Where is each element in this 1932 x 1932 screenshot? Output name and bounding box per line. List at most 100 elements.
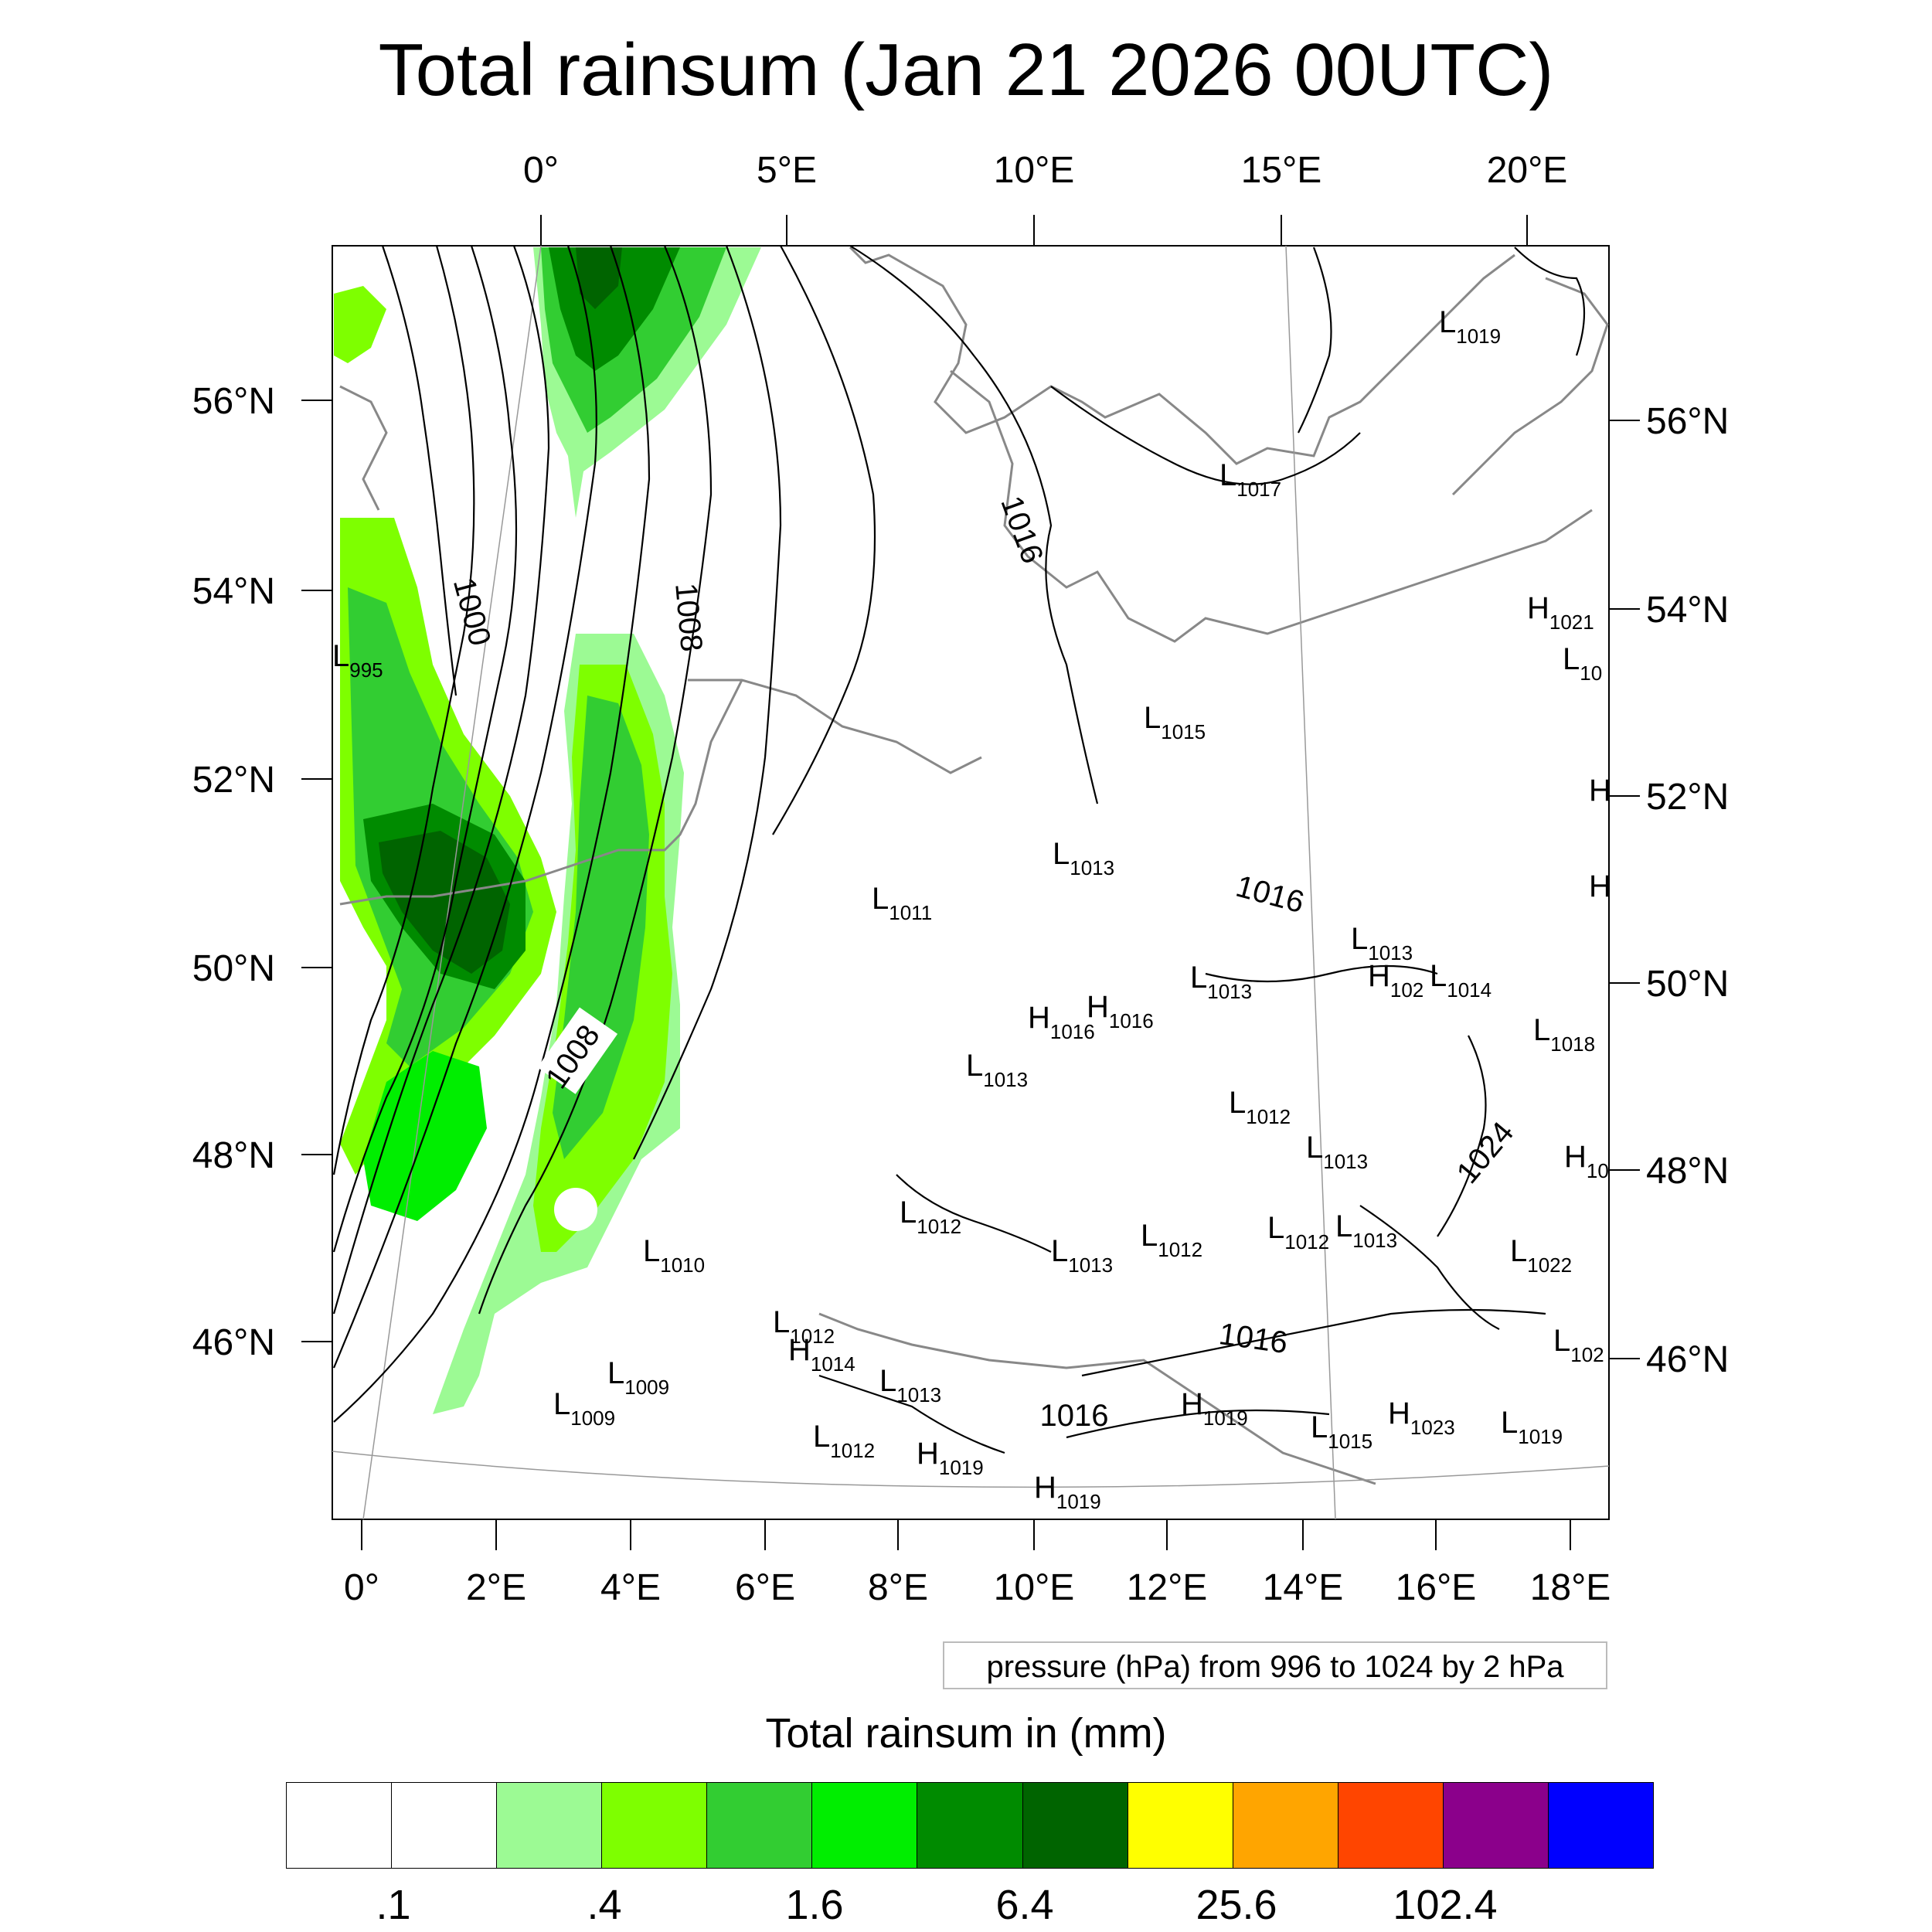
lon-label: 20°E [1487, 150, 1568, 191]
pressure-center-label: L1013 [879, 1364, 941, 1406]
pressure-center-label: L1015 [1311, 1410, 1372, 1453]
pressure-center-label: L1019 [1501, 1406, 1563, 1448]
lon-label: 10°E [994, 150, 1075, 191]
pressure-center-label: H10 [1564, 1140, 1609, 1182]
lon-label: 5°E [757, 150, 817, 191]
contour-label: 1008 [668, 582, 709, 653]
pressure-center-label: L1009 [553, 1387, 615, 1430]
lat-label: 52°N [192, 760, 275, 801]
lat-label: 56°N [192, 381, 275, 422]
pressure-center-label: L102 [1553, 1324, 1604, 1366]
pressure-center-label: L1012 [813, 1420, 875, 1462]
pressure-center-label: H1019 [1034, 1471, 1101, 1513]
isobars [332, 245, 1586, 1454]
pressure-center-label: L1009 [607, 1356, 669, 1399]
pressure-center-label: L1017 [1219, 458, 1281, 501]
colorbar-swatch [497, 1783, 603, 1868]
pressure-legend-note: pressure (hPa) from 996 to 1024 by 2 hPa [943, 1641, 1607, 1689]
graticule [332, 245, 1610, 1520]
lon-label: 2°E [466, 1567, 526, 1608]
pressure-center-label: L1014 [1430, 959, 1492, 1002]
pressure-center-label: H [1589, 869, 1611, 903]
colorbar-swatch [812, 1783, 918, 1868]
lat-label: 50°N [1646, 964, 1729, 1005]
pressure-center-label: L995 [332, 639, 383, 682]
pressure-center-label: L1013 [1190, 961, 1252, 1003]
lat-label: 54°N [1646, 590, 1729, 631]
pressure-center-label: L1012 [900, 1196, 961, 1238]
pressure-center-label: L1015 [1144, 701, 1206, 743]
lon-label: 18°E [1530, 1567, 1611, 1608]
lon-label: 15°E [1241, 150, 1322, 191]
rain-field [334, 247, 761, 1414]
colorbar-swatch [917, 1783, 1023, 1868]
pressure-center-label: L1013 [1306, 1131, 1368, 1173]
pressure-center-label: H102 [1368, 959, 1423, 1002]
pressure-center-label: H1023 [1388, 1396, 1455, 1439]
colorbar-swatch [707, 1783, 813, 1868]
lon-label: 8°E [868, 1567, 928, 1608]
pressure-center-label: L1011 [872, 882, 932, 924]
coastlines [339, 246, 1609, 1485]
right-lat-labels: 56°N 54°N 52°N 50°N 48°N 46°N [1646, 401, 1729, 1380]
lon-label: 6°E [735, 1567, 795, 1608]
pressure-center-label: H1014 [788, 1333, 855, 1376]
pressure-center-label: L1012 [773, 1305, 835, 1348]
colorbar-swatch [1548, 1783, 1654, 1868]
colorbar-title: Total rainsum in (mm) [765, 1710, 1167, 1757]
colorbar-swatch [392, 1783, 498, 1868]
lat-label: 50°N [192, 948, 275, 989]
pressure-center-label: L1013 [1051, 1234, 1113, 1277]
pressure-center-label: L1012 [1141, 1219, 1202, 1261]
pressure-center-label: L1013 [966, 1049, 1028, 1091]
colorbar-label: 102.4 [1393, 1882, 1498, 1928]
lon-label: 0° [523, 150, 559, 191]
pressure-center-label: L1022 [1510, 1234, 1572, 1277]
lon-label: 16°E [1396, 1567, 1477, 1608]
lat-label: 54°N [192, 571, 275, 612]
pressure-center-label: H1016 [1028, 1001, 1095, 1043]
colorbar-swatch [1338, 1783, 1444, 1868]
pressure-center-label: L10 [1563, 642, 1602, 685]
axis-ticks [301, 215, 1640, 1550]
pressure-center-label: L1012 [1267, 1211, 1329, 1253]
pressure-centers: L1019 L1017 H1021 L10 L995 L1015 H H L1013 L1011 L… [332, 305, 1611, 1513]
pressure-center-label: L1019 [1439, 305, 1501, 348]
top-lon-labels: 0° 5°E 10°E 15°E 20°E [523, 150, 1567, 191]
colorbar-label: 1.6 [785, 1882, 844, 1928]
pressure-center-label: H1021 [1527, 591, 1594, 634]
lat-label: 52°N [1646, 777, 1729, 818]
lat-label: 46°N [1646, 1339, 1729, 1380]
left-lat-labels: 56°N 54°N 52°N 50°N 48°N 46°N [192, 381, 275, 1363]
lon-label: 10°E [994, 1567, 1075, 1608]
pressure-center-label: L1012 [1229, 1086, 1291, 1128]
pressure-center-label: L1013 [1335, 1209, 1397, 1252]
bottom-lon-labels: 0° 2°E 4°E 6°E 8°E 10°E 12°E 14°E 16°E 1… [344, 1567, 1611, 1608]
lon-label: 0° [344, 1567, 379, 1608]
colorbar-swatch [602, 1783, 708, 1868]
pressure-center-label: H1019 [1181, 1387, 1248, 1430]
colorbar-swatch [1022, 1783, 1128, 1868]
colorbar-swatch [1128, 1783, 1233, 1868]
pressure-center-label: L1018 [1533, 1013, 1595, 1056]
colorbar-label: 25.6 [1196, 1882, 1277, 1928]
pressure-center-label: H1019 [917, 1437, 984, 1479]
colorbar-swatch [287, 1783, 393, 1868]
lat-label: 48°N [192, 1135, 275, 1176]
colorbar-label: .1 [376, 1882, 411, 1928]
lat-label: 46°N [192, 1322, 275, 1363]
colorbar-label: 6.4 [995, 1882, 1054, 1928]
pressure-center-label: L1013 [1351, 922, 1413, 964]
lon-label: 12°E [1127, 1567, 1208, 1608]
lon-label: 14°E [1263, 1567, 1344, 1608]
contour-label: 1016 [1040, 1399, 1109, 1433]
pressure-center-label: H [1589, 774, 1611, 808]
colorbar-swatch [1233, 1783, 1338, 1868]
lat-label: 56°N [1646, 401, 1729, 442]
pressure-center-label: L1010 [643, 1234, 705, 1277]
colorbar-swatch [1443, 1783, 1549, 1868]
lon-label: 4°E [600, 1567, 661, 1608]
map-title: Total rainsum (Jan 21 2026 00UTC) [378, 29, 1554, 111]
lat-label: 48°N [1646, 1151, 1729, 1192]
